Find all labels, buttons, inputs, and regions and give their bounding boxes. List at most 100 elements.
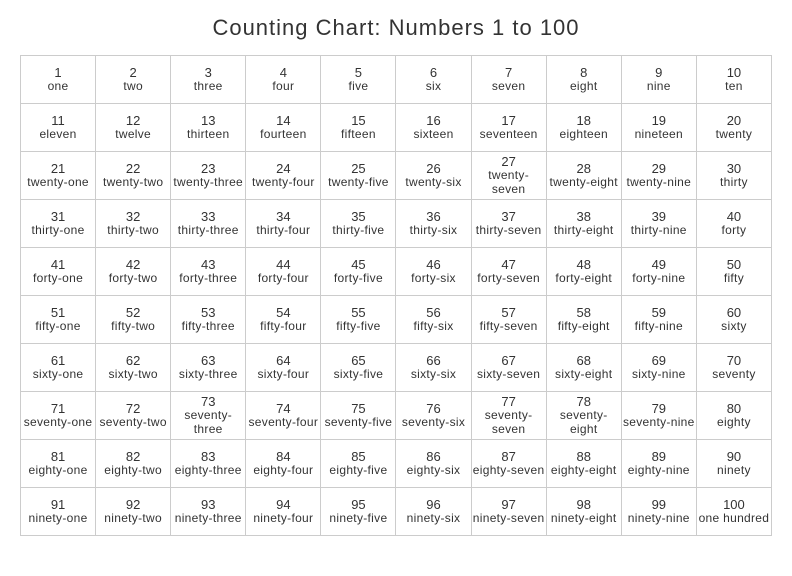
cell-word: thirty-one	[22, 224, 94, 237]
cell-word: sixty-one	[22, 368, 94, 381]
cell-word: seventy-eight	[548, 409, 620, 435]
table-cell: 15fifteen	[321, 104, 396, 152]
cell-number: 53	[172, 306, 244, 320]
cell-word: six	[397, 80, 469, 93]
table-cell: 30thirty	[696, 152, 771, 200]
cell-number: 9	[623, 66, 695, 80]
cell-number: 58	[548, 306, 620, 320]
cell-number: 36	[397, 210, 469, 224]
cell-number: 29	[623, 162, 695, 176]
cell-number: 6	[397, 66, 469, 80]
table-cell: 66sixty-six	[396, 344, 471, 392]
table-cell: 63sixty-three	[171, 344, 246, 392]
cell-word: nine	[623, 80, 695, 93]
cell-number: 8	[548, 66, 620, 80]
cell-word: forty-two	[97, 272, 169, 285]
cell-number: 7	[473, 66, 545, 80]
table-cell: 62sixty-two	[96, 344, 171, 392]
cell-number: 48	[548, 258, 620, 272]
cell-number: 20	[698, 114, 770, 128]
table-cell: 89eighty-nine	[621, 440, 696, 488]
cell-word: twenty-two	[97, 176, 169, 189]
table-cell: 87eighty-seven	[471, 440, 546, 488]
table-row: 21twenty-one22twenty-two23twenty-three24…	[21, 152, 772, 200]
table-cell: 12twelve	[96, 104, 171, 152]
table-cell: 67sixty-seven	[471, 344, 546, 392]
cell-word: ninety-two	[97, 512, 169, 525]
table-cell: 95ninety-five	[321, 488, 396, 536]
table-cell: 98ninety-eight	[546, 488, 621, 536]
cell-number: 44	[247, 258, 319, 272]
cell-word: forty-nine	[623, 272, 695, 285]
cell-number: 60	[698, 306, 770, 320]
cell-word: thirty-five	[322, 224, 394, 237]
table-cell: 100one hundred	[696, 488, 771, 536]
table-cell: 58fifty-eight	[546, 296, 621, 344]
cell-word: fifty-six	[397, 320, 469, 333]
cell-number: 99	[623, 498, 695, 512]
cell-word: seventy-four	[247, 416, 319, 429]
table-cell: 41forty-one	[21, 248, 96, 296]
cell-number: 39	[623, 210, 695, 224]
table-cell: 96ninety-six	[396, 488, 471, 536]
table-body: 1one2two3three4four5five6six7seven8eight…	[21, 56, 772, 536]
cell-number: 89	[623, 450, 695, 464]
table-cell: 33thirty-three	[171, 200, 246, 248]
cell-word: twenty-six	[397, 176, 469, 189]
cell-number: 70	[698, 354, 770, 368]
cell-number: 62	[97, 354, 169, 368]
cell-word: sixty-nine	[623, 368, 695, 381]
table-cell: 53fifty-three	[171, 296, 246, 344]
cell-number: 98	[548, 498, 620, 512]
cell-word: forty	[698, 224, 770, 237]
table-cell: 43forty-three	[171, 248, 246, 296]
table-cell: 45forty-five	[321, 248, 396, 296]
table-cell: 55fifty-five	[321, 296, 396, 344]
cell-number: 57	[473, 306, 545, 320]
table-row: 51fifty-one52fifty-two53fifty-three54fif…	[21, 296, 772, 344]
cell-word: ninety-six	[397, 512, 469, 525]
cell-number: 47	[473, 258, 545, 272]
cell-number: 63	[172, 354, 244, 368]
cell-number: 83	[172, 450, 244, 464]
cell-word: twenty-four	[247, 176, 319, 189]
table-cell: 48forty-eight	[546, 248, 621, 296]
table-cell: 50fifty	[696, 248, 771, 296]
cell-word: sixty-six	[397, 368, 469, 381]
cell-number: 33	[172, 210, 244, 224]
table-cell: 24twenty-four	[246, 152, 321, 200]
table-cell: 78seventy-eight	[546, 392, 621, 440]
cell-number: 72	[97, 402, 169, 416]
table-cell: 20twenty	[696, 104, 771, 152]
cell-number: 14	[247, 114, 319, 128]
table-cell: 21twenty-one	[21, 152, 96, 200]
cell-word: thirty-nine	[623, 224, 695, 237]
table-cell: 46forty-six	[396, 248, 471, 296]
table-row: 41forty-one42forty-two43forty-three44for…	[21, 248, 772, 296]
cell-number: 66	[397, 354, 469, 368]
table-cell: 80eighty	[696, 392, 771, 440]
cell-number: 56	[397, 306, 469, 320]
cell-word: twenty-eight	[548, 176, 620, 189]
cell-number: 22	[97, 162, 169, 176]
table-cell: 92ninety-two	[96, 488, 171, 536]
cell-word: four	[247, 80, 319, 93]
cell-word: eighty-two	[97, 464, 169, 477]
cell-word: twenty-seven	[473, 169, 545, 195]
cell-number: 88	[548, 450, 620, 464]
cell-number: 96	[397, 498, 469, 512]
cell-number: 92	[97, 498, 169, 512]
table-cell: 51fifty-one	[21, 296, 96, 344]
cell-word: five	[322, 80, 394, 93]
cell-number: 81	[22, 450, 94, 464]
cell-word: eighty-one	[22, 464, 94, 477]
cell-number: 28	[548, 162, 620, 176]
cell-word: fifty-seven	[473, 320, 545, 333]
cell-word: ninety-three	[172, 512, 244, 525]
cell-word: sixty-eight	[548, 368, 620, 381]
cell-number: 94	[247, 498, 319, 512]
cell-word: forty-six	[397, 272, 469, 285]
cell-number: 54	[247, 306, 319, 320]
cell-word: one hundred	[698, 512, 770, 525]
table-row: 81eighty-one82eighty-two83eighty-three84…	[21, 440, 772, 488]
